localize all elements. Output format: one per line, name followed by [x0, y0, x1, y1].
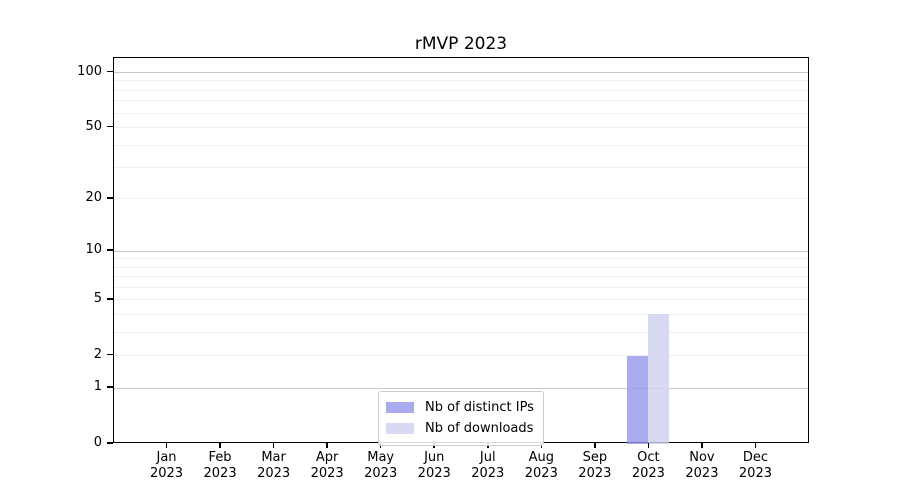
gridline-minor	[114, 167, 808, 169]
gridline-minor	[114, 258, 808, 260]
y-tick-mark	[107, 353, 113, 356]
gridline-minor	[114, 355, 808, 357]
x-tick-mark	[647, 443, 650, 448]
x-tick-year: 2023	[203, 466, 237, 481]
x-tick-year: 2023	[257, 466, 291, 481]
x-tick-month: Jun	[424, 450, 445, 465]
gridline-minor	[114, 286, 808, 288]
legend-swatch-downloads-icon	[386, 423, 414, 434]
x-tick-label: Jan 2023	[140, 450, 194, 482]
x-tick-month: Apr	[315, 450, 339, 465]
x-tick-year: 2023	[149, 466, 184, 481]
gridline-major	[114, 72, 808, 74]
x-tick-month: Dec	[742, 450, 769, 465]
x-tick-mark	[272, 443, 275, 448]
bar-distinct-ips	[627, 355, 649, 444]
x-tick-label: Mar 2023	[247, 450, 301, 482]
x-tick-mark	[165, 443, 168, 448]
gridline-minor	[114, 331, 808, 333]
x-tick-year: 2023	[417, 466, 451, 481]
x-tick-month: Feb	[208, 450, 232, 465]
x-tick-label: Oct 2023	[621, 450, 675, 482]
y-tick-label: 100	[77, 63, 102, 79]
x-tick-month: May	[367, 450, 395, 465]
x-tick-mark	[701, 443, 703, 448]
gridline-minor	[114, 100, 808, 102]
x-tick-month: Nov	[689, 450, 715, 465]
x-tick-month: Aug	[528, 450, 554, 465]
y-tick-mark	[107, 125, 113, 128]
x-tick-mark	[594, 443, 596, 448]
x-tick-label: Jun 2023	[407, 450, 461, 482]
legend-swatch-distinct-ips-icon	[386, 402, 414, 413]
legend-item-downloads: Nb of downloads	[386, 418, 534, 439]
x-tick-label: Dec 2023	[728, 450, 782, 482]
x-tick-mark	[326, 443, 328, 448]
x-tick-mark	[754, 443, 757, 448]
gridline-minor	[114, 80, 808, 82]
x-tick-label: Sep 2023	[568, 450, 622, 482]
y-tick-mark	[107, 298, 113, 300]
legend: Nb of distinct IPs Nb of downloads	[378, 391, 544, 446]
chart-title: rMVP 2023	[414, 34, 508, 54]
x-tick-year: 2023	[524, 466, 558, 481]
gridline-minor	[114, 266, 808, 268]
gridline-minor	[114, 127, 808, 129]
y-tick-mark	[107, 70, 113, 73]
y-tick-label: 0	[93, 435, 102, 450]
gridline-minor	[114, 144, 808, 146]
bar-downloads	[648, 314, 670, 444]
y-tick-label: 1	[93, 379, 102, 395]
x-tick-month: Sep	[582, 450, 608, 465]
gridline-minor	[114, 276, 808, 278]
gridline-minor	[114, 198, 808, 200]
gridline-minor	[114, 89, 808, 91]
y-tick-mark	[107, 197, 113, 199]
plot-area	[113, 57, 809, 444]
x-tick-year: 2023	[631, 466, 665, 481]
x-tick-year: 2023	[685, 466, 719, 481]
x-tick-year: 2023	[364, 466, 398, 481]
x-tick-mark	[219, 443, 221, 448]
x-tick-label: Feb 2023	[193, 450, 247, 482]
gridline-minor	[114, 313, 808, 315]
gridline-minor	[114, 112, 808, 114]
x-tick-label: Apr 2023	[300, 450, 354, 482]
x-tick-year: 2023	[310, 466, 344, 481]
x-tick-month: Oct	[637, 450, 660, 465]
x-tick-year: 2023	[578, 466, 612, 481]
gridline-major	[114, 250, 808, 252]
y-tick-mark	[107, 442, 113, 444]
x-tick-month: Jan	[156, 450, 177, 465]
y-tick-mark	[107, 249, 113, 251]
y-tick-label: 2	[93, 346, 102, 362]
y-tick-label: 10	[85, 242, 102, 257]
x-tick-year: 2023	[471, 466, 505, 481]
x-tick-label: Nov 2023	[675, 450, 729, 482]
gridline-minor	[114, 299, 808, 301]
y-tick-label: 5	[93, 290, 102, 306]
y-tick-label: 20	[85, 189, 102, 205]
y-tick-label: 50	[85, 118, 102, 134]
legend-label-distinct-ips: Nb of distinct IPs	[425, 400, 534, 415]
legend-item-distinct-ips: Nb of distinct IPs	[386, 397, 534, 418]
legend-label-downloads: Nb of downloads	[425, 421, 534, 436]
y-tick-mark	[107, 386, 113, 388]
x-tick-month: Jul	[479, 450, 496, 465]
x-tick-label: Aug 2023	[514, 450, 568, 482]
gridline-major	[114, 387, 808, 389]
x-tick-month: Mar	[261, 450, 286, 465]
x-tick-year: 2023	[738, 466, 772, 481]
x-tick-label: May 2023	[354, 450, 408, 482]
x-tick-label: Jul 2023	[461, 450, 515, 482]
